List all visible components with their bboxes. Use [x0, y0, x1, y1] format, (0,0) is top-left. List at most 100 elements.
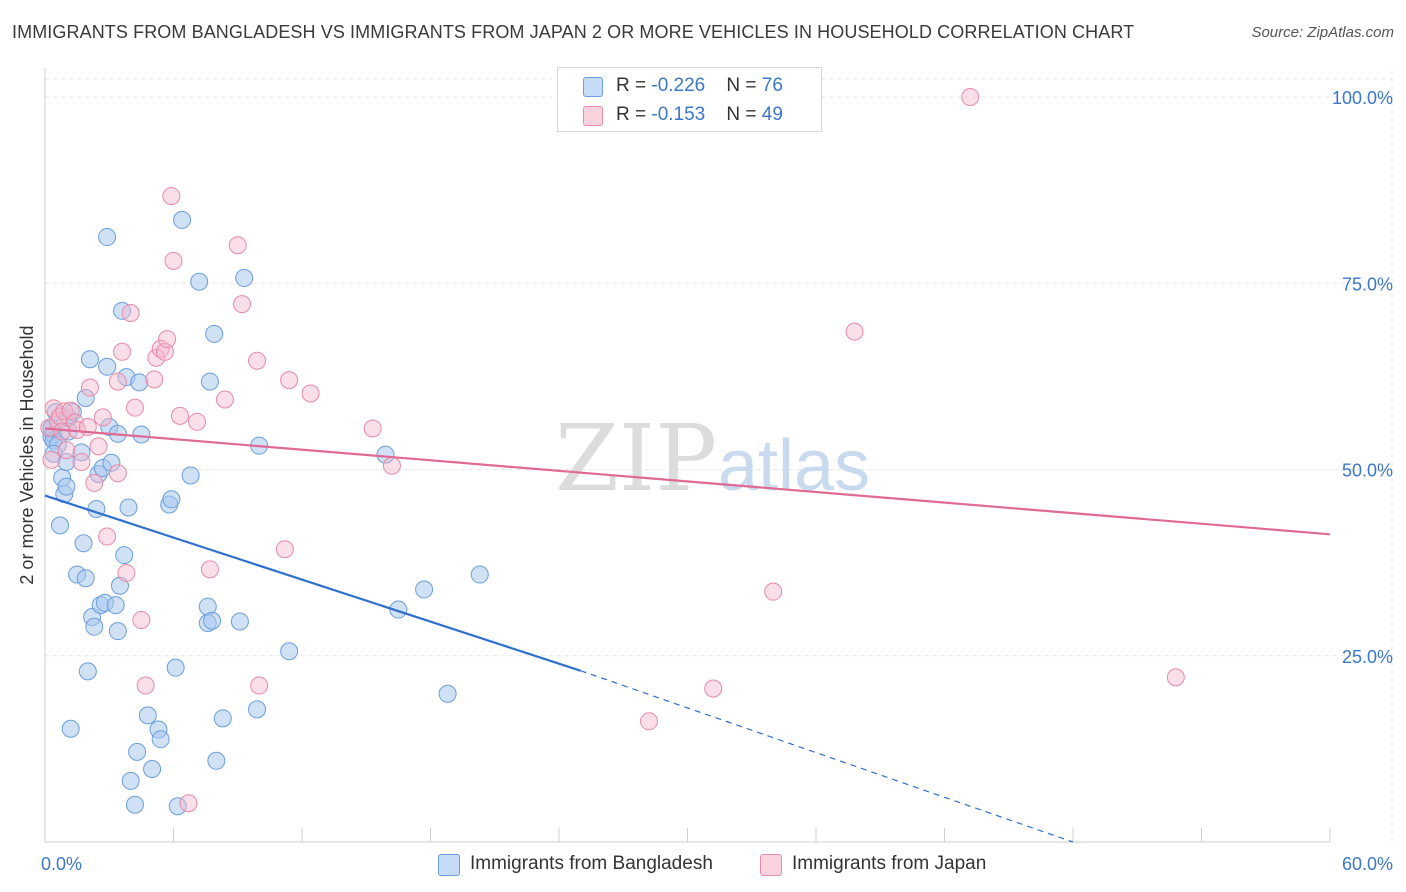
data-point-bangladesh — [80, 350, 99, 369]
data-point-japan — [85, 473, 104, 492]
y-tick-label: 25.0% — [1342, 647, 1393, 667]
series-legend: Immigrants from Bangladesh Immigrants fr… — [0, 852, 1406, 878]
x-tick-label-max: 60.0% — [1342, 854, 1393, 874]
data-point-japan — [121, 304, 140, 323]
chart-title: IMMIGRANTS FROM BANGLADESH VS IMMIGRANTS… — [12, 22, 1135, 42]
data-point-japan — [228, 236, 247, 255]
stats-legend-row-japan: R = -0.153 N = 49 — [558, 100, 821, 130]
series-bangladesh-points — [42, 210, 489, 816]
data-point-bangladesh — [280, 642, 299, 661]
legend-swatch-japan — [760, 854, 782, 876]
data-point-japan — [98, 527, 117, 546]
data-point-japan — [250, 676, 269, 695]
legend-swatch-japan — [583, 106, 603, 126]
data-point-japan — [42, 450, 61, 469]
data-point-bangladesh — [230, 612, 249, 631]
data-point-japan — [80, 378, 99, 397]
r-label: R = — [616, 75, 652, 96]
data-point-bangladesh — [173, 210, 192, 229]
data-point-japan — [162, 187, 181, 206]
trend-lines — [44, 427, 1331, 843]
data-point-bangladesh — [203, 611, 222, 630]
data-point-japan — [164, 251, 183, 270]
data-point-bangladesh — [115, 546, 134, 565]
data-point-japan — [382, 456, 401, 475]
data-point-japan — [188, 412, 207, 431]
y-tick-label: 100.0% — [1332, 88, 1393, 108]
data-point-japan — [248, 351, 267, 370]
data-point-japan — [125, 398, 144, 417]
data-point-japan — [55, 402, 74, 421]
data-point-bangladesh — [376, 445, 395, 464]
data-point-bangladesh — [190, 272, 209, 291]
data-point-bangladesh — [166, 658, 185, 677]
r-label: R = — [616, 104, 652, 125]
data-point-japan — [764, 582, 783, 601]
data-point-bangladesh — [108, 622, 127, 641]
series-japan-points — [40, 88, 1185, 813]
data-point-bangladesh — [235, 269, 254, 288]
trend-line-japan — [44, 427, 1331, 536]
data-point-japan — [108, 464, 127, 483]
data-point-japan — [275, 540, 294, 559]
legend-swatch-bangladesh — [438, 854, 460, 876]
data-point-bangladesh — [125, 795, 144, 814]
data-point-bangladesh — [200, 372, 219, 391]
legend-label-bangladesh: Immigrants from Bangladesh — [470, 853, 713, 874]
data-point-bangladesh — [181, 466, 200, 485]
data-point-japan — [215, 390, 234, 409]
data-point-japan — [158, 330, 177, 349]
data-point-japan — [363, 419, 382, 438]
data-point-bangladesh — [213, 709, 232, 728]
data-point-japan — [57, 441, 76, 460]
data-point-bangladesh — [162, 490, 181, 509]
data-point-japan — [72, 453, 91, 472]
data-point-bangladesh — [438, 684, 457, 703]
data-point-bangladesh — [207, 751, 226, 770]
data-point-bangladesh — [98, 357, 117, 376]
data-point-japan — [301, 384, 320, 403]
watermark-atlas: atlas — [718, 426, 870, 506]
x-tick-label-min: 0.0% — [41, 854, 82, 874]
data-point-japan — [61, 401, 80, 420]
n-label: N = — [726, 75, 762, 96]
data-point-japan — [113, 342, 132, 361]
data-point-bangladesh — [415, 580, 434, 599]
data-point-japan — [145, 370, 164, 389]
watermark-zip: ZIP — [555, 405, 717, 512]
data-point-bangladesh — [119, 498, 138, 517]
data-point-bangladesh — [102, 453, 121, 472]
data-point-bangladesh — [248, 700, 267, 719]
tick-labels: 25.0% 50.0% 75.0% 100.0% 0.0% 60.0% — [41, 88, 1393, 874]
data-point-bangladesh — [98, 228, 117, 247]
legend-label-japan: Immigrants from Japan — [792, 853, 987, 874]
r-value-japan: -0.153 — [651, 104, 706, 125]
data-point-bangladesh — [205, 324, 224, 343]
data-point-japan — [280, 371, 299, 390]
data-point-bangladesh — [168, 797, 187, 816]
data-point-bangladesh — [132, 425, 151, 444]
y-axis-label: 2 or more Vehicles in Household — [17, 325, 37, 584]
trend-line-bangladesh — [44, 494, 581, 672]
data-point-bangladesh — [57, 477, 76, 496]
data-point-bangladesh — [76, 388, 95, 407]
grid-lines — [45, 70, 1393, 842]
data-point-japan — [1166, 668, 1185, 687]
data-point-japan — [179, 794, 198, 813]
data-point-japan — [200, 560, 219, 579]
data-point-japan — [136, 676, 155, 695]
data-point-bangladesh — [389, 600, 408, 619]
data-point-japan — [108, 372, 127, 391]
data-point-bangladesh — [151, 730, 170, 749]
data-point-bangladesh — [78, 662, 97, 681]
data-point-bangladesh — [470, 565, 489, 584]
data-point-japan — [132, 610, 151, 629]
r-value-bangladesh: -0.226 — [651, 75, 706, 96]
data-point-bangladesh — [74, 534, 93, 553]
legend-swatch-bangladesh — [583, 77, 603, 97]
data-point-japan — [704, 679, 723, 698]
data-point-japan — [93, 408, 112, 427]
data-point-japan — [117, 564, 136, 583]
stats-legend: R = -0.226 N = 76 R = -0.153 N = 49 — [557, 67, 822, 132]
